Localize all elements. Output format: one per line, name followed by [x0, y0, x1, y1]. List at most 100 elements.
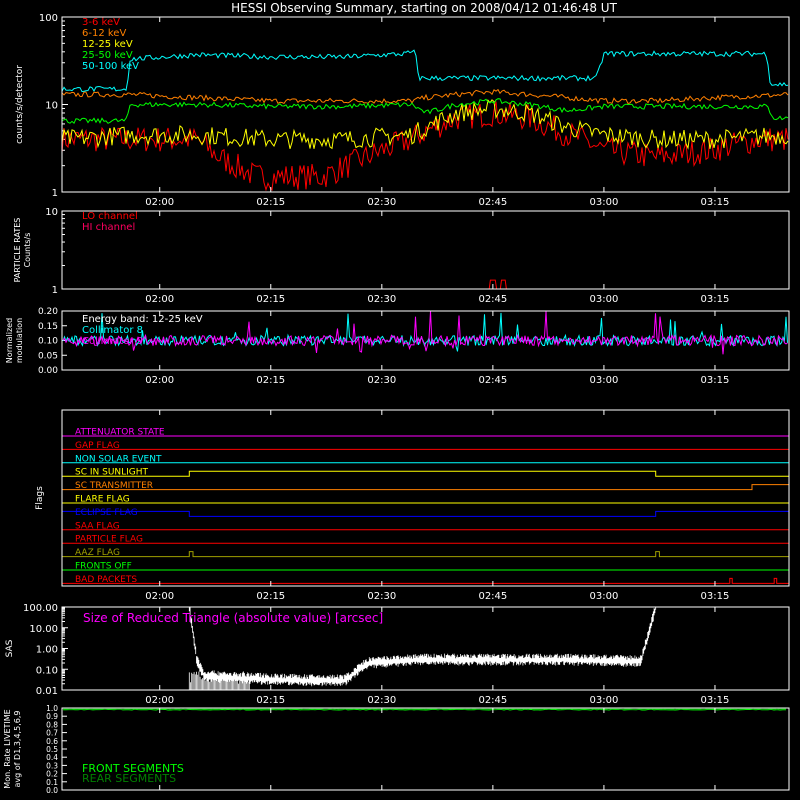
- livetime-panel: 0.00.10.20.30.40.50.60.70.80.91.0 FRONT S…: [3, 704, 790, 795]
- series-line-collimator-9: [62, 311, 788, 355]
- legend-label: 12-25 keV: [82, 39, 133, 50]
- x-tick-label: 02:15: [256, 695, 285, 706]
- y-tick-label: 0.15: [38, 322, 58, 332]
- x-tick-label: 02:45: [478, 591, 507, 602]
- flag-label: SAA FLAG: [75, 521, 120, 531]
- legend-label: 6-12 keV: [82, 28, 126, 39]
- y-tick-label: 0.4: [46, 753, 58, 762]
- y-tick-label: 0.8: [46, 720, 58, 729]
- y-tick-label: 0.10: [38, 337, 58, 347]
- y-tick-label: 0.7: [46, 729, 58, 738]
- x-tick-label: 02:30: [367, 591, 396, 602]
- series-line-lo-channel: [62, 279, 789, 290]
- y-tick-label: 0.5: [46, 745, 58, 754]
- y-tick-label: 0.20: [38, 307, 58, 317]
- legend-label: REAR SEGMENTS: [82, 772, 176, 785]
- sas-panel: 0.01 0.10 1.00 10.00 100.00 Size of Reduced T…: [5, 603, 790, 706]
- plot-frame: [61, 16, 790, 193]
- flag-label: AAZ FLAG: [75, 548, 120, 558]
- x-tick-label: 02:45: [478, 294, 507, 305]
- x-tick-label: 02:30: [367, 375, 396, 386]
- x-tick-label: 03:00: [590, 294, 619, 305]
- y-axis-label: Normalized: [5, 318, 14, 363]
- y-axis-label: SAS: [5, 639, 15, 657]
- y-axis-label: Counts/s: [23, 233, 32, 268]
- x-tick-label: 03:15: [701, 375, 730, 386]
- x-tick-label: 02:00: [145, 591, 174, 602]
- series-line-12-25-kev: [61, 99, 789, 150]
- x-tick-label: 03:15: [701, 294, 730, 305]
- x-tick-label: 03:00: [590, 197, 619, 208]
- flag-label: SC TRANSMITTER: [75, 481, 153, 491]
- x-tick-label: 02:15: [256, 591, 285, 602]
- plot-frame: [61, 409, 790, 587]
- x-tick-label: 02:30: [367, 197, 396, 208]
- y-tick-label: 0.0: [46, 786, 58, 795]
- y-tick-label: 0.6: [46, 737, 58, 746]
- x-tick-label: 03:00: [590, 591, 619, 602]
- flag-label: NON SOLAR EVENT: [75, 454, 162, 464]
- y-tick-label: 1: [52, 285, 58, 296]
- x-tick-label: 02:30: [367, 294, 396, 305]
- legend-label: Collimator 8: [82, 325, 143, 336]
- x-tick-label: 02:00: [145, 197, 174, 208]
- flag-line-aaz-flag: [62, 551, 789, 558]
- x-tick-label: 03:15: [701, 591, 730, 602]
- legend-label: HI channel: [82, 222, 135, 233]
- series-line-3-6-kev: [61, 101, 789, 192]
- flags-panel: ATTENUATOR STATE GAP FLAG NON SOLAR EVENT S…: [35, 409, 790, 602]
- x-tick-label: 03:15: [701, 197, 730, 208]
- flag-label: PARTICLE FLAG: [75, 535, 143, 545]
- flag-line-eclipse-flag: [62, 510, 789, 517]
- flag-label: ATTENUATOR STATE: [75, 428, 165, 438]
- y-tick-label: 0.10: [36, 665, 58, 676]
- x-tick-label: 03:00: [590, 375, 619, 386]
- flag-line-sc-transmitter: [62, 484, 789, 491]
- sas-annotation: Size of Reduced Triangle (absolute value…: [83, 611, 383, 625]
- y-tick-label: 0.1: [46, 778, 58, 787]
- legend-label: 50-100 keV: [82, 61, 139, 72]
- energy-band-annotation: Energy band: 12-25 keV: [82, 314, 203, 325]
- flag-label: FRONTS OFF: [75, 562, 132, 572]
- legend-label: 25-50 keV: [82, 50, 133, 61]
- y-tick-label: 100: [39, 13, 58, 24]
- x-tick-label: 02:30: [367, 695, 396, 706]
- x-tick-label: 02:15: [256, 294, 285, 305]
- series-line-rear-segments: [62, 707, 787, 710]
- y-tick-label: 1.0: [46, 704, 58, 713]
- legend-label: Collimator 9: [82, 336, 143, 347]
- y-tick-label: 0.9: [46, 712, 58, 721]
- x-tick-label: 02:00: [145, 375, 174, 386]
- flag-line-bad-packets: [62, 577, 789, 584]
- y-tick-label: 10.00: [29, 624, 58, 635]
- y-tick-label: 1.00: [36, 645, 58, 656]
- x-tick-label: 02:45: [478, 375, 507, 386]
- y-axis-label: modulation: [15, 318, 24, 363]
- series-line-6-12-kev: [61, 88, 789, 105]
- series-line-50-100-kev: [61, 49, 789, 93]
- y-axis-label: counts/s/detector: [15, 65, 25, 144]
- flag-label: BAD PACKETS: [75, 575, 137, 585]
- flag-label: GAP FLAG: [75, 441, 120, 451]
- plot-frame: [61, 606, 790, 691]
- x-tick-label: 02:15: [256, 197, 285, 208]
- x-tick-label: 02:15: [256, 375, 285, 386]
- x-tick-label: 02:00: [145, 695, 174, 706]
- modulation-panel: 0.00 0.05 0.10 0.15 0.20 Energy band: 12-25 k…: [5, 307, 790, 386]
- plot-frame: [61, 707, 790, 791]
- flag-label: ECLIPSE FLAG: [75, 508, 138, 518]
- x-tick-label: 02:00: [145, 294, 174, 305]
- y-axis-label: PARTICLE RATES: [13, 218, 22, 283]
- figure-title: HESSI Observing Summary, starting on 200…: [231, 1, 617, 15]
- legend-label: LO channel: [82, 211, 138, 222]
- y-axis-label: avg of D1,3,4,5,6,9: [13, 711, 22, 788]
- x-tick-label: 03:00: [590, 695, 619, 706]
- y-tick-label: 0.3: [46, 761, 58, 770]
- y-tick-label: 1: [52, 188, 58, 199]
- y-tick-label: 100.00: [23, 603, 58, 614]
- y-axis-label: Mon. Rate LIVETIME: [3, 709, 12, 788]
- x-tick-label: 02:45: [478, 695, 507, 706]
- y-tick-label: 10: [45, 207, 58, 218]
